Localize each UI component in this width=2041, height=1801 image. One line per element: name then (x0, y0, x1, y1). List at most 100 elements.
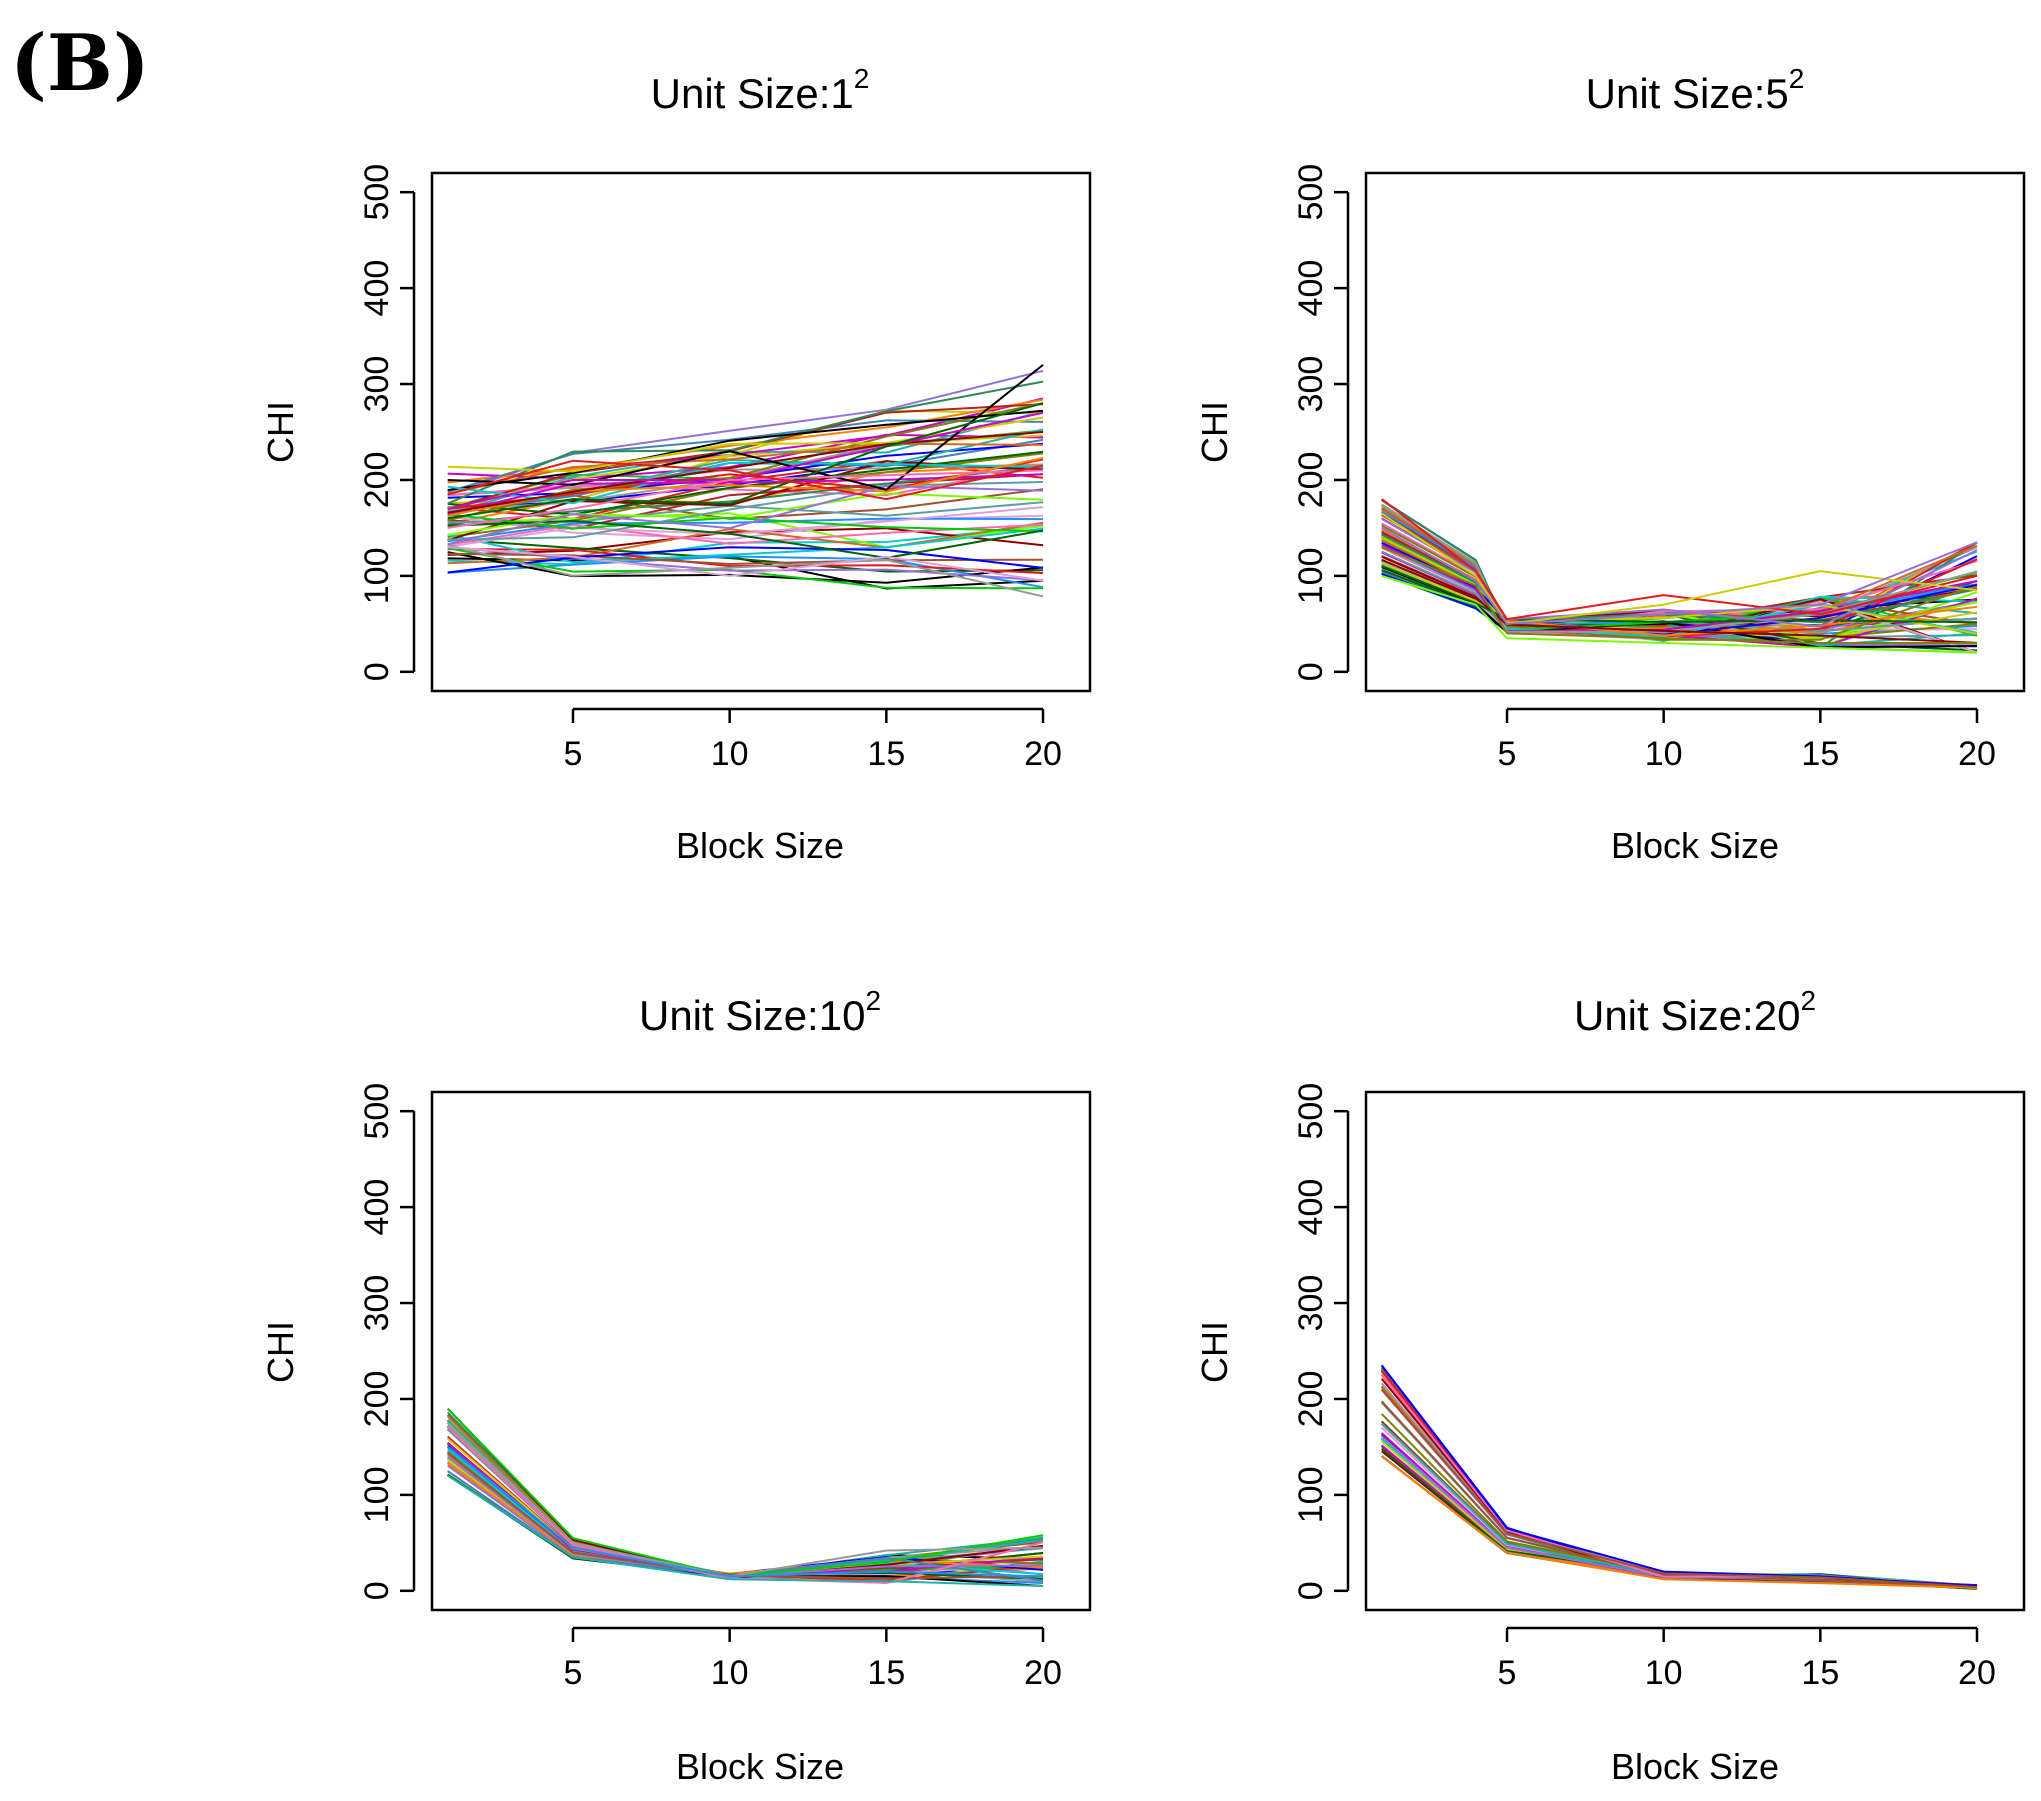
series-line (1380, 1370, 1978, 1587)
series-line (1380, 1366, 1978, 1587)
series-line (447, 546, 1044, 574)
series-line (1380, 1401, 1978, 1589)
y-tick-label: 200 (358, 1371, 396, 1428)
series-line (446, 1407, 1044, 1578)
series-line (447, 519, 1044, 559)
y-tick-label: 400 (1292, 1179, 1330, 1236)
series-line (1380, 1364, 1978, 1587)
series-group (446, 1407, 1044, 1587)
chart-panel-4: Unit Size:202 0 100 200 300 400 500 5 10 15 20 B… (1194, 985, 2026, 1787)
series-line (1380, 1370, 1978, 1587)
plot-frame (430, 171, 1092, 693)
series-line (1381, 498, 1978, 621)
x-tick-label: 20 (1958, 1654, 1996, 1692)
y-tick-label: 400 (358, 1179, 396, 1236)
y-tick-label: 500 (1292, 1083, 1330, 1140)
y-tick-label: 300 (358, 1275, 396, 1332)
x-tick-label: 15 (1801, 1654, 1839, 1692)
y-tick-label: 100 (358, 1467, 396, 1524)
x-tick-label: 10 (711, 735, 749, 773)
y-tick-label: 0 (358, 662, 396, 681)
y-axis-label: CHI (1194, 401, 1235, 463)
series-line (447, 1461, 1044, 1575)
series-line (1381, 546, 1977, 644)
y-tick-label: 0 (1292, 1581, 1330, 1600)
series-line (1380, 1413, 1978, 1589)
series-line (1380, 1364, 1978, 1587)
x-tick-label: 15 (867, 1654, 905, 1692)
x-tick-label: 20 (1024, 735, 1062, 773)
y-tick-label: 400 (358, 260, 396, 317)
series-line (447, 402, 1044, 520)
series-line (1380, 1388, 1978, 1588)
series-line (447, 364, 1044, 491)
x-tick-label: 15 (1801, 735, 1839, 773)
x-axis-label: Block Size (676, 825, 844, 866)
y-tick-label: 500 (358, 1083, 396, 1140)
series-group (1380, 1364, 1978, 1590)
chart-title: Unit Size:12 (651, 63, 870, 117)
y-tick-label: 200 (358, 452, 396, 509)
plot-frame (1364, 1090, 2026, 1612)
chart-title: Unit Size:52 (1586, 63, 1805, 117)
chart-panel-2: Unit Size:52 0 100 200 300 400 500 5 10 15 20 Bl… (1194, 63, 2026, 866)
series-line (1380, 1367, 1978, 1587)
series-line (1381, 503, 1978, 633)
series-line (1381, 565, 1978, 624)
x-tick-label: 20 (1958, 735, 1996, 773)
y-tick-label: 0 (1292, 662, 1330, 681)
series-line (447, 409, 1044, 491)
series-line (447, 450, 1044, 516)
series-line (1381, 574, 1978, 654)
series-line (1381, 1455, 1978, 1589)
series-line (447, 1446, 1044, 1578)
x-tick-label: 10 (711, 1654, 749, 1692)
y-tick-label: 100 (1292, 1467, 1330, 1524)
y-tick-label: 300 (1292, 1275, 1330, 1332)
x-axis-label: Block Size (1611, 1746, 1779, 1787)
series-line (447, 398, 1044, 484)
y-tick-label: 300 (1292, 356, 1330, 413)
chart-title: Unit Size:102 (639, 985, 881, 1039)
series-line (447, 546, 1044, 582)
series-line (1380, 1369, 1978, 1587)
x-tick-label: 5 (564, 735, 583, 773)
series-line (447, 469, 1044, 529)
y-tick-label: 200 (1292, 1371, 1330, 1428)
x-tick-label: 5 (1498, 1654, 1517, 1692)
series-line (447, 1426, 1044, 1584)
series-line (447, 552, 1044, 566)
y-axis-label: CHI (260, 1321, 301, 1383)
y-axis-label: CHI (260, 401, 301, 463)
y-tick-label: 100 (358, 548, 396, 605)
series-line (447, 523, 1044, 546)
y-tick-label: 500 (358, 164, 396, 221)
series-line (447, 461, 1044, 505)
chart-panel-1: Unit Size:12 0 100 200 300 400 500 5 10 15 20 Bl… (260, 63, 1092, 866)
series-line (447, 1474, 1044, 1587)
series-line (1381, 555, 1978, 644)
y-tick-label: 300 (358, 356, 396, 413)
y-tick-label: 200 (1292, 452, 1330, 509)
series-group (447, 364, 1044, 598)
series-line (1381, 512, 1978, 625)
x-axis-label: Block Size (676, 1746, 844, 1787)
series-line (447, 548, 1044, 575)
chart-title: Unit Size:202 (1574, 985, 1816, 1039)
y-axis-label: CHI (1194, 1321, 1235, 1383)
y-tick-label: 500 (1292, 164, 1330, 221)
x-tick-label: 20 (1024, 1654, 1062, 1692)
y-tick-label: 100 (1292, 548, 1330, 605)
series-line (447, 442, 1044, 495)
series-line (1380, 1368, 1978, 1587)
x-tick-label: 15 (867, 735, 905, 773)
series-line (1381, 527, 1978, 625)
series-line (447, 543, 1044, 598)
series-line (447, 481, 1044, 541)
y-tick-label: 0 (358, 1581, 396, 1600)
series-line (1380, 1400, 1978, 1589)
plot-frame (430, 1090, 1092, 1612)
x-tick-label: 10 (1645, 735, 1683, 773)
series-line (447, 464, 1044, 525)
